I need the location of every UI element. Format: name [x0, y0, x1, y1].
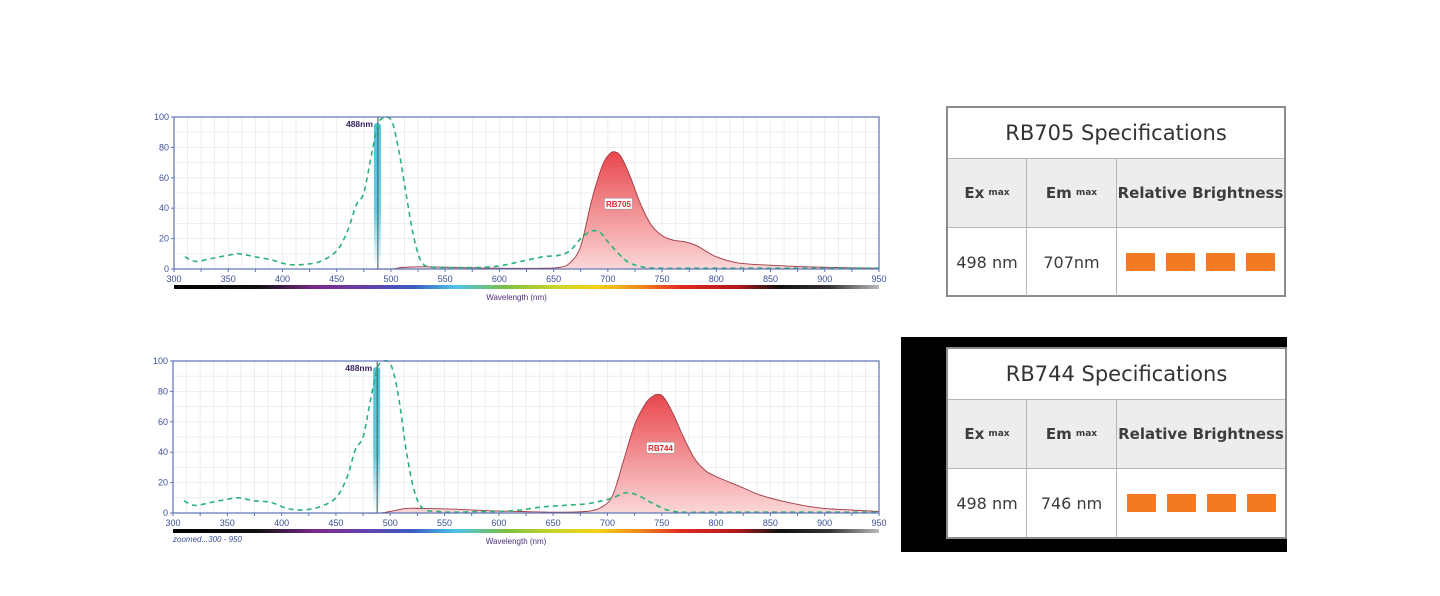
emission-area	[352, 394, 879, 514]
spec-value-row: 498 nm 746 nm	[948, 469, 1285, 537]
axes: 0 20 40 60 80 100 300 350 400 450 500 550 600 650 700 7…	[154, 112, 887, 284]
spectrum-plot: 488nm 0 20 40 60 80 100 300 350 400 450 500 550 600 65…	[154, 112, 887, 302]
emission-area	[358, 151, 879, 270]
spectrum-chart-rb744: 488nm 0 20 40 60 80 100 300 350 400 450 500 550 600 65…	[140, 348, 900, 558]
spec-header-row: Ex max Em max Relative Brightness	[948, 159, 1284, 228]
x-tick-label: 450	[329, 274, 344, 284]
x-tick-label: 300	[166, 274, 181, 284]
brightness-bar	[1246, 253, 1275, 271]
spectrum-chart-rb705: 488nm 0 20 40 60 80 100 300 350 400 450 500 550 600 65…	[140, 105, 900, 315]
y-tick-label: 60	[158, 417, 168, 427]
x-tick-label: 650	[546, 518, 561, 528]
y-tick-label: 60	[159, 173, 169, 183]
spec-table-rb705: RB705 Specifications Ex max Em max Relativ…	[946, 106, 1286, 297]
x-tick-label: 600	[491, 518, 506, 528]
svg-text:RB705: RB705	[606, 200, 631, 209]
y-tick-label: 100	[154, 112, 169, 122]
spec-value-row: 498 nm 707nm	[948, 228, 1284, 296]
excitation-line	[183, 359, 879, 514]
laser-label: 488nm	[346, 119, 373, 129]
brightness-bar	[1166, 494, 1196, 512]
x-tick-label: 850	[763, 274, 778, 284]
laser-label: 488nm	[345, 363, 372, 373]
em-max-value: 707nm	[1027, 228, 1117, 296]
emission-line	[358, 151, 880, 270]
brightness-bar	[1126, 494, 1156, 512]
brightness-bar	[1206, 253, 1235, 271]
y-tick-label: 40	[159, 203, 169, 213]
x-tick-label: 750	[654, 518, 669, 528]
x-tick-label: 350	[220, 518, 235, 528]
brightness-bar	[1166, 253, 1195, 271]
x-tick-label: 750	[655, 274, 670, 284]
x-tick-label: 550	[438, 274, 453, 284]
x-tick-label: 950	[871, 518, 886, 528]
em-max-header: Em max	[1027, 159, 1117, 227]
x-tick-label: 950	[871, 274, 886, 284]
x-tick-label: 550	[437, 518, 452, 528]
wavelength-color-bar	[174, 285, 879, 289]
y-tick-label: 100	[153, 356, 168, 366]
dye-label: RB705	[604, 197, 633, 210]
grid	[172, 360, 880, 514]
x-tick-label: 700	[600, 518, 615, 528]
brightness-bar	[1126, 253, 1155, 271]
y-tick-label: 0	[163, 508, 168, 518]
x-tick-label: 900	[817, 274, 832, 284]
x-tick-label: 600	[492, 274, 507, 284]
y-tick-label: 20	[159, 234, 169, 244]
x-tick-label: 900	[817, 518, 832, 528]
ex-max-header: Ex max	[948, 159, 1027, 227]
spec-title: RB705 Specifications	[948, 108, 1284, 159]
x-tick-label: 800	[709, 518, 724, 528]
spec-title: RB744 Specifications	[948, 349, 1285, 400]
grid	[173, 116, 880, 270]
x-tick-label: 350	[221, 274, 236, 284]
brightness-bars	[1126, 494, 1276, 512]
spectrum-plot: 488nm 0 20 40 60 80 100 300 350 400 450 500 550 600 65…	[153, 356, 887, 546]
em-max-header: Em max	[1027, 400, 1117, 468]
x-tick-label: 300	[165, 518, 180, 528]
excitation-line	[184, 115, 879, 270]
axes: 0 20 40 60 80 100 300 350 400 450 500 550 600 650 700 7…	[153, 356, 887, 528]
y-tick-label: 80	[158, 386, 168, 396]
dye-label: RB744	[646, 441, 675, 454]
y-tick-label: 40	[158, 447, 168, 457]
x-axis-title: Wavelength (nm)	[486, 537, 547, 546]
x-tick-label: 450	[328, 518, 343, 528]
brightness-value	[1117, 469, 1285, 537]
x-tick-label: 700	[600, 274, 615, 284]
x-tick-label: 400	[274, 518, 289, 528]
y-tick-label: 80	[159, 142, 169, 152]
ex-max-header: Ex max	[948, 400, 1027, 468]
x-tick-label: 850	[763, 518, 778, 528]
zoom-note: zoomed...300 - 950	[172, 535, 242, 544]
y-tick-label: 20	[158, 478, 168, 488]
wavelength-color-bar	[173, 529, 879, 533]
x-tick-label: 500	[383, 274, 398, 284]
brightness-header: Relative Brightness	[1117, 184, 1284, 202]
ex-max-value: 498 nm	[948, 469, 1027, 537]
brightness-value	[1117, 228, 1284, 296]
y-tick-label: 0	[164, 264, 169, 274]
x-axis-title: Wavelength (nm)	[486, 293, 547, 302]
x-tick-label: 400	[275, 274, 290, 284]
x-tick-label: 800	[709, 274, 724, 284]
x-tick-label: 500	[383, 518, 398, 528]
svg-text:RB744: RB744	[648, 444, 673, 453]
brightness-bars	[1126, 253, 1275, 271]
x-tick-label: 650	[546, 274, 561, 284]
brightness-header: Relative Brightness	[1118, 425, 1284, 443]
emission-line	[352, 393, 880, 514]
em-max-value: 746 nm	[1027, 469, 1117, 537]
spec-header-row: Ex max Em max Relative Brightness	[948, 400, 1285, 469]
brightness-bar	[1246, 494, 1276, 512]
ex-max-value: 498 nm	[948, 228, 1027, 296]
brightness-bar	[1206, 494, 1236, 512]
spec-table-rb744: RB744 Specifications Ex max Em max Relativ…	[946, 347, 1287, 539]
